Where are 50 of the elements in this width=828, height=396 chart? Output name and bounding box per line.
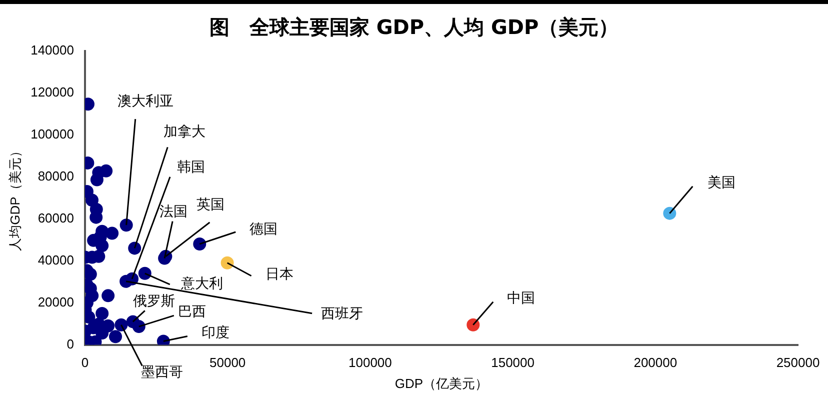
y-tick-label: 60000 bbox=[38, 210, 74, 226]
x-tick-label: 150000 bbox=[491, 355, 534, 370]
point bbox=[108, 330, 122, 344]
annotation: 俄罗斯 bbox=[132, 293, 175, 310]
point bbox=[120, 274, 133, 288]
x-tick-label: 50000 bbox=[210, 355, 246, 370]
point bbox=[102, 289, 115, 302]
annotation: 巴西 bbox=[178, 304, 206, 320]
point bbox=[193, 238, 206, 250]
point bbox=[220, 256, 234, 270]
annotation: 印度 bbox=[201, 324, 230, 341]
y-tick-label: 140000 bbox=[30, 42, 74, 58]
point bbox=[120, 218, 133, 232]
point bbox=[128, 242, 142, 255]
point bbox=[663, 206, 676, 220]
x-axis-title: GDP（亿美元） bbox=[394, 376, 488, 391]
annotation: 意大利 bbox=[180, 276, 223, 292]
annotation: 加拿大 bbox=[164, 124, 206, 140]
chart-title: 图 全球主要国家 GDP、人均 GDP（美元） bbox=[208, 14, 620, 41]
annotation: 墨西哥 bbox=[141, 364, 184, 380]
annotation: 日本 bbox=[265, 266, 294, 283]
point bbox=[96, 239, 109, 252]
annotation: 澳大利亚 bbox=[117, 94, 174, 110]
point bbox=[114, 318, 128, 332]
point bbox=[84, 282, 97, 296]
x-tick-label: 200000 bbox=[634, 355, 678, 370]
annotation: 英国 bbox=[196, 197, 225, 214]
annotation: 西班牙 bbox=[321, 306, 364, 322]
annotation: 德国 bbox=[250, 222, 278, 238]
y-tick-label: 100000 bbox=[30, 126, 74, 142]
annotation: 韩国 bbox=[177, 160, 206, 176]
point bbox=[100, 164, 113, 178]
annotation: 美国 bbox=[708, 174, 736, 191]
y-tick-label: 20000 bbox=[38, 294, 74, 310]
annotation: 中国 bbox=[507, 290, 536, 306]
y-tick-label: 80000 bbox=[38, 168, 74, 184]
x-tick-label: 100000 bbox=[348, 355, 392, 370]
y-tick-label: 40000 bbox=[38, 252, 74, 268]
y-axis-title: 人均GDP（美元） bbox=[7, 144, 22, 251]
x-tick-label: 0 bbox=[81, 355, 89, 370]
y-tick-label: 0 bbox=[66, 336, 74, 352]
x-tick-label: 250000 bbox=[776, 355, 820, 370]
point bbox=[132, 320, 146, 334]
point bbox=[90, 173, 104, 186]
point bbox=[85, 194, 98, 207]
y-tick-label: 120000 bbox=[30, 84, 74, 100]
annotation: 法国 bbox=[160, 204, 188, 220]
point bbox=[138, 266, 152, 280]
point bbox=[96, 307, 109, 320]
point bbox=[466, 318, 480, 332]
